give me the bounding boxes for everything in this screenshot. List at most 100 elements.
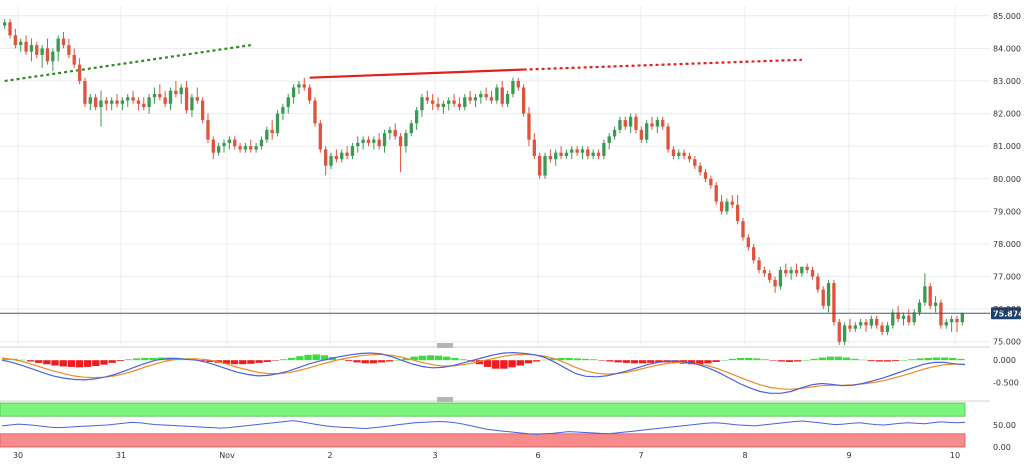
macd-hist-bar (647, 360, 655, 363)
candle-body (960, 313, 964, 323)
candle-body (377, 139, 381, 147)
price-y-tick: 82.000 (993, 110, 1021, 119)
candle-body (13, 35, 18, 46)
candle-body (575, 149, 579, 153)
candle-body (778, 270, 783, 287)
macd-hist-bar (206, 360, 214, 362)
macd-hist-bar (655, 360, 663, 363)
macd-hist-bar (312, 354, 320, 361)
macd-hist-bar (810, 358, 818, 361)
candle-body (99, 100, 103, 108)
candle-body (366, 139, 371, 143)
macd-hist-bar (451, 357, 459, 361)
macd-hist-bar (100, 360, 108, 365)
candle-body (291, 87, 296, 98)
candle-body (254, 146, 258, 150)
macd-hist-bar (141, 357, 149, 361)
candle-body (591, 152, 595, 156)
macd-hist-bar (589, 359, 598, 361)
macd-hist-bar (198, 360, 206, 362)
candle-body (869, 318, 874, 326)
candle-body (789, 270, 793, 274)
candle-body (853, 325, 857, 329)
candle-body (500, 87, 504, 104)
last-price-line: 75.874 (0, 307, 1024, 320)
x-tick-label: 30 (13, 451, 23, 460)
macd-hist-bar (614, 360, 622, 363)
candle-body (794, 270, 799, 274)
macd-hist-bar (777, 360, 786, 362)
candle-body (302, 84, 306, 88)
candle-body (243, 146, 248, 150)
macd-hist-bar (769, 360, 777, 361)
candle-body (901, 315, 906, 319)
macd-hist-bar (443, 356, 451, 361)
candle-body (142, 103, 146, 108)
candle-body (698, 165, 702, 173)
candle-body (259, 139, 264, 147)
candle-body (666, 126, 670, 150)
macd-hist-bar (834, 356, 843, 361)
trendline (523, 58, 802, 71)
macd-hist-bar (108, 360, 116, 363)
candle-body (409, 123, 413, 134)
candle-body (511, 80, 515, 95)
candle-body (431, 100, 435, 104)
candle-body (382, 133, 387, 147)
macd-hist-bar (492, 360, 500, 369)
price-y-tick: 79.000 (993, 207, 1021, 216)
candle-body (356, 142, 360, 147)
candle-body (955, 318, 959, 323)
candle-body (414, 110, 419, 124)
macd-hist-bar (541, 359, 549, 361)
candle-body (907, 315, 911, 323)
candle-body (447, 100, 451, 104)
macd-hist-bar (883, 360, 892, 362)
rsi-overbought-zone (0, 402, 966, 417)
rsi-y-tick: 50.00 (993, 421, 1016, 430)
macd-hist-bar (394, 360, 402, 361)
macd-hist-bar (900, 360, 908, 361)
candle-body (388, 129, 392, 134)
panel-resize-handle-2[interactable] (437, 397, 453, 402)
candle-body (773, 279, 777, 287)
macd-hist-bar (851, 358, 859, 361)
macd-hist-bar (149, 357, 157, 361)
x-tick-label: 31 (116, 451, 126, 460)
candle-body (928, 286, 932, 306)
macd-hist-bar (720, 360, 728, 361)
macd-hist-bar (255, 360, 263, 363)
candle-body (329, 155, 333, 166)
candle-body (233, 139, 237, 147)
candle-body (645, 123, 649, 140)
price-y-tick: 78.000 (993, 240, 1021, 249)
macd-hist-bar (802, 360, 810, 361)
candle-body (436, 103, 440, 108)
candle-body (61, 38, 66, 46)
candle-body (559, 152, 563, 156)
candle-body (441, 103, 446, 108)
macd-hist-bar (483, 360, 492, 367)
candle-body (174, 90, 178, 95)
macd-hist-bar (565, 357, 573, 361)
macd-hist-bar (826, 356, 835, 361)
price-y-tick: 84.000 (993, 44, 1021, 53)
last-price-badge (991, 307, 1021, 320)
macd-hist-bar (59, 360, 67, 367)
macd-hist-bar (132, 358, 141, 361)
candle-body (548, 155, 553, 160)
macd-hist-bar (859, 359, 867, 361)
candle-body (655, 120, 660, 127)
candle-body (45, 48, 50, 62)
macd-hist-bar (638, 360, 647, 364)
candle-body (538, 155, 542, 176)
panel-resize-handle-1[interactable] (437, 343, 453, 348)
candle-body (350, 146, 355, 156)
macd-hist-bar (116, 360, 125, 362)
macd-hist-bar (875, 360, 883, 362)
macd-hist-bar (622, 360, 630, 363)
candle-body (222, 142, 226, 147)
macd-hist-bar (704, 360, 712, 364)
candle-body (168, 90, 173, 104)
candle-body (179, 87, 183, 95)
